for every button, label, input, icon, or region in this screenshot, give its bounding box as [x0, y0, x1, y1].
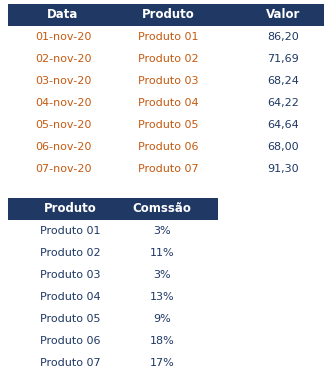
Text: 9%: 9% — [153, 314, 171, 324]
Text: 64,22: 64,22 — [267, 98, 299, 108]
Text: 86,20: 86,20 — [267, 32, 299, 42]
Text: Produto 07: Produto 07 — [138, 164, 198, 174]
Text: Produto 04: Produto 04 — [138, 98, 198, 108]
Text: 3%: 3% — [153, 226, 171, 236]
Text: 05-nov-20: 05-nov-20 — [35, 120, 91, 130]
Text: 68,24: 68,24 — [267, 76, 299, 86]
Text: 07-nov-20: 07-nov-20 — [35, 164, 91, 174]
Text: 3%: 3% — [153, 270, 171, 280]
Text: Produto 02: Produto 02 — [138, 54, 198, 64]
Text: Produto 04: Produto 04 — [40, 292, 100, 302]
Text: 06-nov-20: 06-nov-20 — [35, 142, 91, 152]
Text: Produto 01: Produto 01 — [40, 226, 100, 236]
Text: 03-nov-20: 03-nov-20 — [35, 76, 91, 86]
Bar — [8, 198, 218, 220]
Text: 01-nov-20: 01-nov-20 — [35, 32, 91, 42]
Text: 18%: 18% — [150, 336, 174, 346]
Text: Produto 03: Produto 03 — [40, 270, 100, 280]
Text: Comssão: Comssão — [132, 203, 192, 215]
Text: Produto: Produto — [43, 203, 96, 215]
Text: 91,30: 91,30 — [267, 164, 299, 174]
Text: Data: Data — [47, 9, 79, 21]
Text: 68,00: 68,00 — [267, 142, 299, 152]
Text: Produto 05: Produto 05 — [40, 314, 100, 324]
Text: Produto 06: Produto 06 — [40, 336, 100, 346]
Bar — [8, 4, 324, 26]
Text: Produto 06: Produto 06 — [138, 142, 198, 152]
Text: Produto: Produto — [142, 9, 194, 21]
Text: Produto 03: Produto 03 — [138, 76, 198, 86]
Text: Produto 02: Produto 02 — [40, 248, 100, 258]
Text: 13%: 13% — [150, 292, 174, 302]
Text: Produto 01: Produto 01 — [138, 32, 198, 42]
Text: 64,64: 64,64 — [267, 120, 299, 130]
Text: 04-nov-20: 04-nov-20 — [35, 98, 91, 108]
Text: Produto 05: Produto 05 — [138, 120, 198, 130]
Text: 11%: 11% — [150, 248, 174, 258]
Text: 17%: 17% — [150, 358, 174, 368]
Text: Valor: Valor — [266, 9, 300, 21]
Text: 02-nov-20: 02-nov-20 — [35, 54, 91, 64]
Text: 71,69: 71,69 — [267, 54, 299, 64]
Text: Produto 07: Produto 07 — [40, 358, 100, 368]
